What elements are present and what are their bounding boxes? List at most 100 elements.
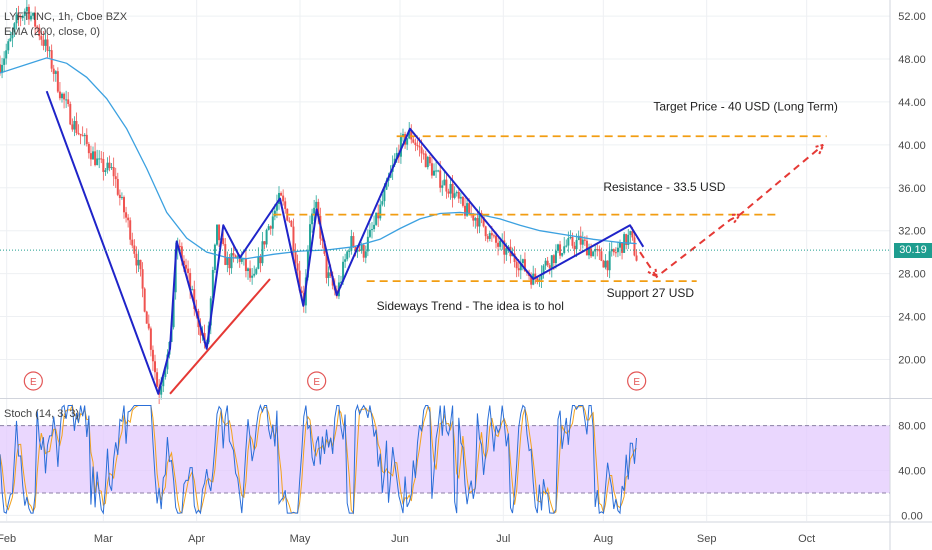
candle-body	[550, 255, 553, 269]
candle-body	[342, 261, 345, 282]
stoch-band	[0, 425, 890, 494]
candle-body	[230, 253, 233, 269]
candle-body	[552, 255, 555, 264]
candle-body	[300, 290, 303, 294]
candle-body	[530, 276, 533, 285]
candle-body	[488, 233, 491, 239]
candle-body	[368, 229, 371, 237]
candle-body	[15, 14, 18, 24]
last-price-label: 30.19	[894, 242, 932, 258]
candle-body	[96, 158, 99, 166]
candle-body	[565, 245, 568, 247]
candle-body	[5, 50, 8, 59]
candle-body	[189, 273, 192, 290]
candle-body	[259, 256, 262, 264]
candle-body	[422, 153, 425, 155]
candle-body	[193, 289, 196, 309]
candle-body	[315, 201, 318, 208]
candle-body	[426, 156, 429, 168]
candle-body	[596, 249, 599, 251]
stoch-tick-label: 0.00	[901, 510, 922, 522]
candle-body	[288, 220, 291, 222]
candle-body	[317, 201, 320, 216]
candle-body	[571, 236, 574, 246]
candle-body	[40, 36, 43, 40]
candle-body	[298, 270, 301, 291]
candle-body	[594, 249, 597, 252]
candle-body	[447, 191, 450, 194]
candle-body	[581, 239, 584, 245]
candle-body	[294, 250, 297, 264]
candle-body	[236, 256, 239, 258]
candle-body	[534, 273, 537, 278]
candle-body	[48, 50, 51, 52]
candle-body	[77, 132, 80, 134]
candle-body	[89, 153, 92, 160]
projection-arrowhead	[813, 143, 826, 155]
candle-body	[224, 244, 227, 265]
candle-body	[478, 212, 481, 227]
candle-body	[42, 39, 45, 46]
candle-body	[44, 39, 47, 46]
candle-body	[542, 265, 545, 275]
candle-body	[32, 12, 35, 16]
candle-body	[1, 64, 4, 73]
stoch-d-line	[0, 403, 637, 515]
candle-body	[108, 162, 111, 169]
candle-body	[548, 265, 551, 269]
candle-body	[627, 234, 630, 246]
candle-body	[466, 203, 469, 216]
candle-body	[561, 253, 564, 256]
candle-body	[371, 229, 373, 231]
candle-body	[185, 264, 187, 269]
candle-body	[240, 258, 243, 262]
candle-body	[366, 236, 369, 252]
candle-body	[443, 179, 446, 186]
candle-body	[352, 236, 355, 247]
candle-body	[160, 386, 163, 395]
candle-body	[106, 162, 109, 171]
candle-body	[573, 245, 576, 250]
candle-body	[499, 240, 502, 247]
candle-body	[418, 146, 421, 148]
candle-body	[610, 249, 613, 252]
candle-body	[234, 255, 237, 258]
candle-body	[606, 260, 609, 271]
candle-body	[34, 12, 37, 27]
candle-body	[546, 260, 549, 266]
candle-body	[261, 241, 264, 264]
candle-body	[414, 142, 417, 146]
ema-200-line	[0, 57, 637, 260]
candle-body	[162, 376, 165, 387]
candle-body	[344, 259, 347, 262]
candle-body	[410, 130, 413, 140]
candle-body	[182, 260, 185, 265]
candle-body	[521, 259, 524, 264]
candle-body	[52, 68, 55, 74]
ema-legend[interactable]: EMA (200, close, 0)	[4, 26, 100, 38]
candle-body	[137, 259, 140, 266]
projection-arrowhead	[729, 213, 743, 224]
candle-body	[472, 213, 475, 221]
candle-body	[474, 218, 477, 221]
candle-body	[598, 249, 601, 252]
stoch-legend[interactable]: Stoch (14, 3, 3)	[4, 408, 80, 420]
candle-body	[56, 71, 59, 92]
earnings-marker-label: E	[633, 377, 640, 388]
candle-body	[83, 134, 86, 137]
candle-body	[381, 201, 384, 205]
candle-body	[540, 274, 543, 280]
candle-body	[282, 195, 285, 202]
candle-body	[569, 236, 572, 239]
candle-body	[523, 259, 526, 272]
candle-body	[455, 191, 458, 194]
time-tick-label: Jul	[496, 533, 510, 545]
candle-body	[575, 240, 578, 250]
candle-body	[19, 17, 22, 19]
candle-body	[226, 257, 229, 265]
candle-body	[377, 212, 380, 219]
candle-body	[625, 234, 628, 246]
symbol-title[interactable]: LYFT INC, 1h, Cboe BZX	[4, 11, 128, 23]
candle-body	[439, 170, 442, 188]
